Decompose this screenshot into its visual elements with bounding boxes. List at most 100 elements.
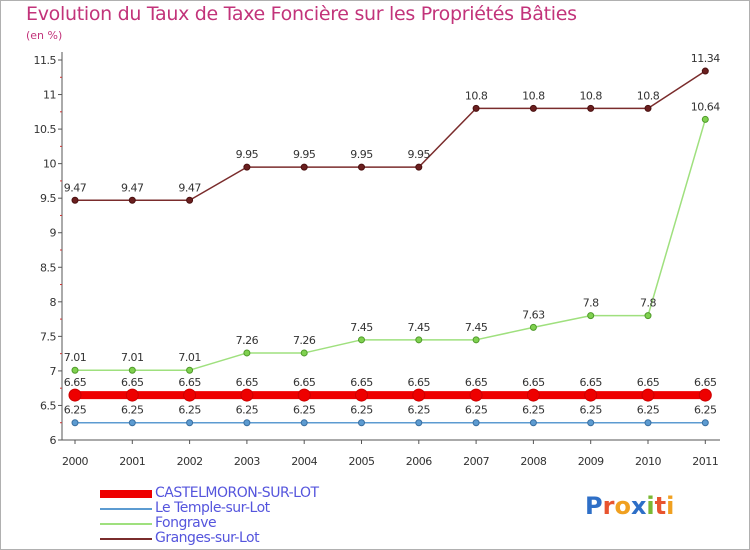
data-point — [529, 104, 537, 112]
data-label: 7.8 — [640, 297, 656, 310]
data-point — [71, 196, 79, 204]
logo-letter: o — [614, 492, 631, 520]
chart-title: Evolution du Taux de Taxe Foncière sur l… — [26, 3, 577, 25]
data-label: 6.25 — [178, 404, 201, 417]
data-point — [358, 336, 365, 344]
x-tick-label: 2007 — [463, 455, 489, 468]
data-label: 7.26 — [293, 334, 316, 347]
data-point — [644, 104, 652, 112]
data-label: 9.95 — [350, 148, 373, 161]
data-point — [698, 388, 712, 402]
data-point — [243, 163, 251, 171]
legend-swatch — [100, 490, 152, 498]
data-point — [415, 163, 423, 171]
data-point — [529, 419, 537, 427]
data-label: 7.01 — [178, 351, 201, 364]
data-labels: 6.65 6.65 6.65 6.65 6.65 6.65 6.65 6.65 6.65 6.65… — [64, 52, 721, 417]
data-label: 9.95 — [408, 148, 431, 161]
x-tick-label: 2002 — [177, 455, 203, 468]
legend-swatch — [100, 523, 152, 525]
data-label: 6.25 — [350, 404, 373, 417]
data-label: 10.8 — [637, 89, 660, 102]
data-point — [186, 196, 194, 204]
data-label: 11.34 — [691, 52, 720, 65]
data-point — [186, 366, 194, 374]
x-tick-label: 2005 — [349, 455, 375, 468]
data-point — [415, 419, 423, 427]
logo-letter: r — [602, 492, 615, 520]
x-tick-label: 2011 — [692, 455, 718, 468]
y-tick-label: 9 — [50, 227, 57, 240]
x-tick-label: 2006 — [406, 455, 432, 468]
data-label: 10.8 — [579, 89, 602, 102]
data-point — [641, 388, 655, 402]
data-label: 6.65 — [579, 376, 602, 389]
data-label: 6.65 — [408, 376, 431, 389]
data-point — [125, 388, 139, 402]
data-point — [412, 388, 426, 402]
y-tick-label: 10 — [43, 158, 56, 171]
x-tick-label: 2000 — [62, 455, 88, 468]
data-label: 6.25 — [637, 404, 660, 417]
data-point — [587, 104, 595, 112]
data-label: 6.25 — [579, 404, 602, 417]
data-point — [472, 419, 480, 427]
logo-letter: t — [654, 492, 667, 520]
legend-label: Fongrave — [155, 515, 217, 531]
legend-label: CASTELMORON-SUR-LOT — [155, 485, 319, 501]
data-point — [71, 419, 79, 427]
data-label: 6.25 — [293, 404, 316, 417]
data-label: 9.95 — [293, 148, 316, 161]
x-tick-label: 2003 — [234, 455, 260, 468]
y-tick-label: 6.5 — [40, 399, 56, 412]
data-point — [358, 419, 365, 427]
data-label: 6.65 — [637, 376, 660, 389]
x-tick-label: 2010 — [635, 455, 661, 468]
data-label: 6.25 — [236, 404, 259, 417]
data-point — [355, 388, 368, 402]
data-point — [128, 366, 136, 374]
data-point — [183, 388, 197, 402]
y-tick-label: 8 — [50, 296, 57, 309]
data-point — [243, 349, 251, 357]
data-label: 6.25 — [522, 404, 545, 417]
data-point — [415, 336, 423, 344]
y-tick-label: 8.5 — [40, 261, 56, 274]
data-label: 7.01 — [121, 351, 144, 364]
data-label: 7.45 — [408, 321, 431, 334]
data-label: 6.25 — [408, 404, 431, 417]
data-point — [701, 115, 709, 123]
y-tick-label: 7 — [50, 365, 57, 378]
data-label: 9.95 — [236, 148, 259, 161]
data-point — [358, 163, 365, 171]
data-label: 6.65 — [350, 376, 373, 389]
data-point — [469, 388, 483, 402]
data-label: 7.45 — [350, 321, 373, 334]
data-label: 6.65 — [236, 376, 259, 389]
legend-label: Granges-sur-Lot — [155, 530, 260, 546]
legend-swatch — [100, 508, 152, 510]
y-tick-label: 7.5 — [40, 330, 56, 343]
data-point — [701, 67, 709, 75]
data-label: 6.65 — [64, 376, 87, 389]
unit-label: (en %) — [26, 29, 63, 42]
series-line — [75, 70, 706, 202]
series-line — [75, 119, 707, 371]
data-point — [644, 419, 652, 427]
x-tick-label: 2001 — [119, 455, 145, 468]
data-label: 7.01 — [64, 351, 87, 364]
data-label: 6.65 — [178, 376, 201, 389]
data-point — [186, 419, 194, 427]
data-point — [472, 336, 480, 344]
data-label: 6.65 — [465, 376, 488, 389]
logo-letter: x — [630, 492, 647, 520]
data-point — [243, 419, 251, 427]
data-point — [529, 323, 537, 331]
data-label: 6.25 — [694, 404, 717, 417]
axes: 6 6.5 7 7.5 8 8.5 9 9.5 10 10.5 11 11.5 2000 2001 2002… — [34, 52, 720, 468]
data-label: 7.26 — [236, 334, 259, 347]
data-label: 7.8 — [583, 297, 599, 310]
data-point — [587, 312, 595, 320]
data-point — [297, 388, 311, 402]
